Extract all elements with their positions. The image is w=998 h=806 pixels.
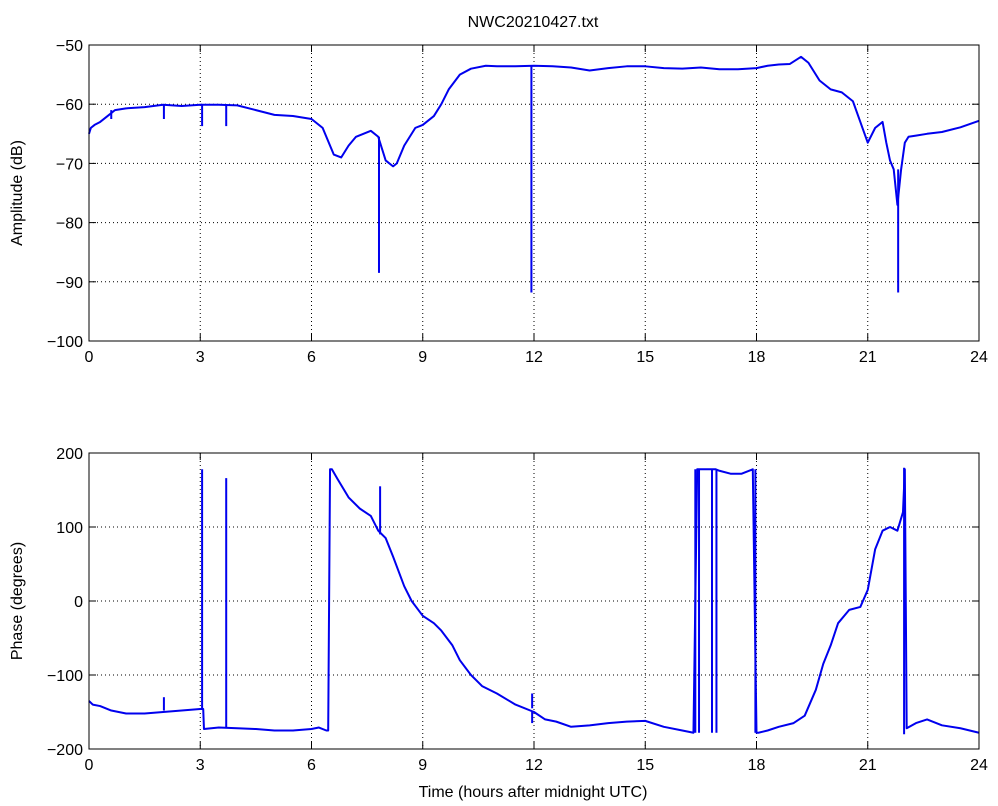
x-axis-label: Time (hours after midnight UTC) — [419, 784, 648, 801]
phase-x-tick-label: 15 — [636, 757, 654, 774]
amplitude-x-tick-label: 18 — [748, 349, 766, 366]
amplitude-plot: 0 3 6 9 12 15 18 21 24 −100 −90 −80 −70 −60 −50 — [47, 38, 988, 366]
phase-x-tick-label: 24 — [970, 757, 988, 774]
amplitude-x-tick-label: 6 — [307, 349, 316, 366]
amplitude-y-tick-label: −100 — [47, 334, 83, 351]
phase-y-tick-label: −100 — [47, 668, 83, 685]
phase-x-tick-label: 21 — [859, 757, 877, 774]
amplitude-series-line — [88, 55, 980, 206]
phase-x-tick-label: 6 — [307, 757, 316, 774]
amplitude-x-tick-label: 15 — [636, 349, 654, 366]
phase-y-tick-label: 0 — [74, 594, 83, 611]
amplitude-x-tick-label: 21 — [859, 349, 877, 366]
phase-plot: 0 3 6 9 12 15 18 21 24 −200 −100 0 100 200 — [47, 446, 988, 774]
amplitude-y-tick-label: −80 — [56, 216, 83, 233]
amplitude-x-tick-label: 24 — [970, 349, 988, 366]
amplitude-x-tick-label: 9 — [418, 349, 427, 366]
amplitude-x-tick-label: 12 — [525, 349, 543, 366]
phase-x-tick-label: 3 — [196, 757, 205, 774]
phase-x-tick-label: 0 — [85, 757, 94, 774]
phase-x-tick-label: 18 — [748, 757, 766, 774]
amplitude-y-tick-label: −60 — [56, 97, 83, 114]
amplitude-y-tick-label: −70 — [56, 156, 83, 173]
amplitude-y-axis-label: Amplitude (dB) — [9, 140, 26, 246]
chart-title: NWC20210427.txt — [468, 14, 599, 31]
amplitude-x-tick-label: 3 — [196, 349, 205, 366]
phase-series-line — [88, 468, 980, 734]
amplitude-x-tick-label: 0 — [85, 349, 94, 366]
phase-x-tick-label: 12 — [525, 757, 543, 774]
phase-y-tick-label: 200 — [56, 446, 83, 463]
amplitude-y-tick-label: −90 — [56, 275, 83, 292]
amplitude-y-tick-label: −50 — [56, 38, 83, 55]
phase-y-axis-label: Phase (degrees) — [9, 542, 26, 660]
phase-y-tick-label: 100 — [56, 520, 83, 537]
phase-y-tick-label: −200 — [47, 742, 83, 759]
phase-x-tick-label: 9 — [418, 757, 427, 774]
